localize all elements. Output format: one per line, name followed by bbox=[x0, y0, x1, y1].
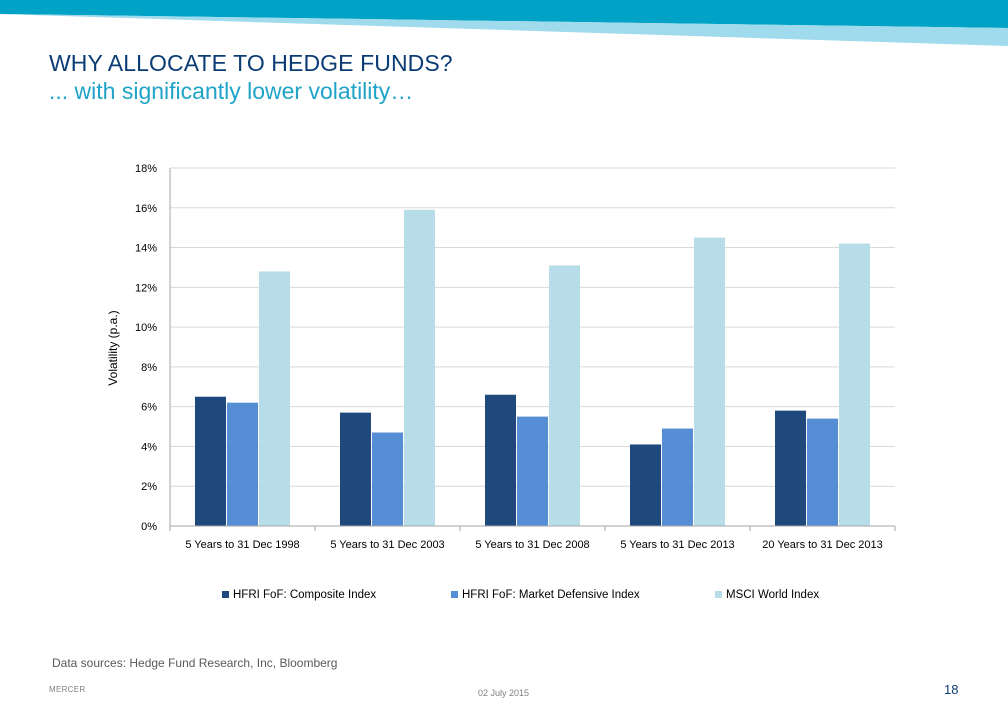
brand-name: MERCER bbox=[49, 685, 86, 694]
bar bbox=[807, 418, 838, 526]
bar bbox=[259, 271, 290, 526]
legend-swatch bbox=[451, 591, 458, 598]
bar bbox=[839, 243, 870, 527]
header-band-dark bbox=[0, 0, 1008, 28]
bar bbox=[372, 432, 403, 526]
y-axis-title: Volatility (p.a.) bbox=[106, 310, 120, 385]
axes: 0% 2% 4% 6% 8% 10% 12% 14% 16% 18% 5 Years to 31 D… bbox=[135, 163, 896, 551]
header-band bbox=[0, 0, 1008, 46]
y-tick-label: 2% bbox=[141, 481, 157, 493]
bar bbox=[485, 394, 516, 526]
bar bbox=[630, 444, 661, 526]
bar bbox=[195, 396, 226, 526]
legend-swatch bbox=[715, 591, 722, 598]
y-tick-label: 4% bbox=[141, 441, 157, 453]
slide-title: WHY ALLOCATE TO HEDGE FUNDS? bbox=[49, 50, 453, 76]
slide-date: 02 July 2015 bbox=[478, 688, 530, 698]
data-source-note: Data sources: Hedge Fund Research, Inc, … bbox=[52, 656, 338, 670]
x-tick-label: 5 Years to 31 Dec 1998 bbox=[185, 539, 299, 551]
y-tick-label: 8% bbox=[141, 362, 157, 374]
legend: HFRI FoF: Composite Index HFRI FoF: Marke… bbox=[222, 589, 819, 601]
legend-item: MSCI World Index bbox=[715, 589, 819, 601]
slide-subtitle: ... with significantly lower volatility… bbox=[49, 78, 414, 104]
bar bbox=[775, 410, 806, 526]
bar bbox=[549, 265, 580, 526]
y-tick-label: 12% bbox=[135, 282, 157, 294]
bar bbox=[517, 416, 548, 526]
x-tick-label: 5 Years to 31 Dec 2003 bbox=[330, 539, 444, 551]
bars bbox=[195, 209, 870, 527]
y-tick-label: 6% bbox=[141, 402, 157, 414]
legend-item: HFRI FoF: Market Defensive Index bbox=[451, 589, 640, 601]
y-tick-label: 18% bbox=[135, 163, 157, 175]
bar bbox=[694, 237, 725, 526]
legend-label: HFRI FoF: Market Defensive Index bbox=[462, 589, 640, 601]
x-tick-label: 5 Years to 31 Dec 2013 bbox=[620, 539, 734, 551]
bar bbox=[662, 428, 693, 526]
legend-swatch bbox=[222, 591, 229, 598]
header-band-light bbox=[0, 14, 1008, 46]
x-tick-label: 20 Years to 31 Dec 2013 bbox=[762, 539, 882, 551]
page-number: 18 bbox=[944, 682, 959, 697]
legend-item: HFRI FoF: Composite Index bbox=[222, 589, 376, 601]
y-tick-label: 10% bbox=[135, 322, 157, 334]
y-tick-label: 14% bbox=[135, 243, 157, 255]
y-tick-label: 0% bbox=[141, 521, 157, 533]
bar bbox=[404, 209, 435, 526]
x-tick-label: 5 Years to 31 Dec 2008 bbox=[475, 539, 589, 551]
legend-label: MSCI World Index bbox=[726, 589, 819, 601]
legend-label: HFRI FoF: Composite Index bbox=[233, 589, 376, 601]
bar bbox=[340, 412, 371, 526]
y-tick-label: 16% bbox=[135, 203, 157, 215]
bar bbox=[227, 402, 258, 526]
